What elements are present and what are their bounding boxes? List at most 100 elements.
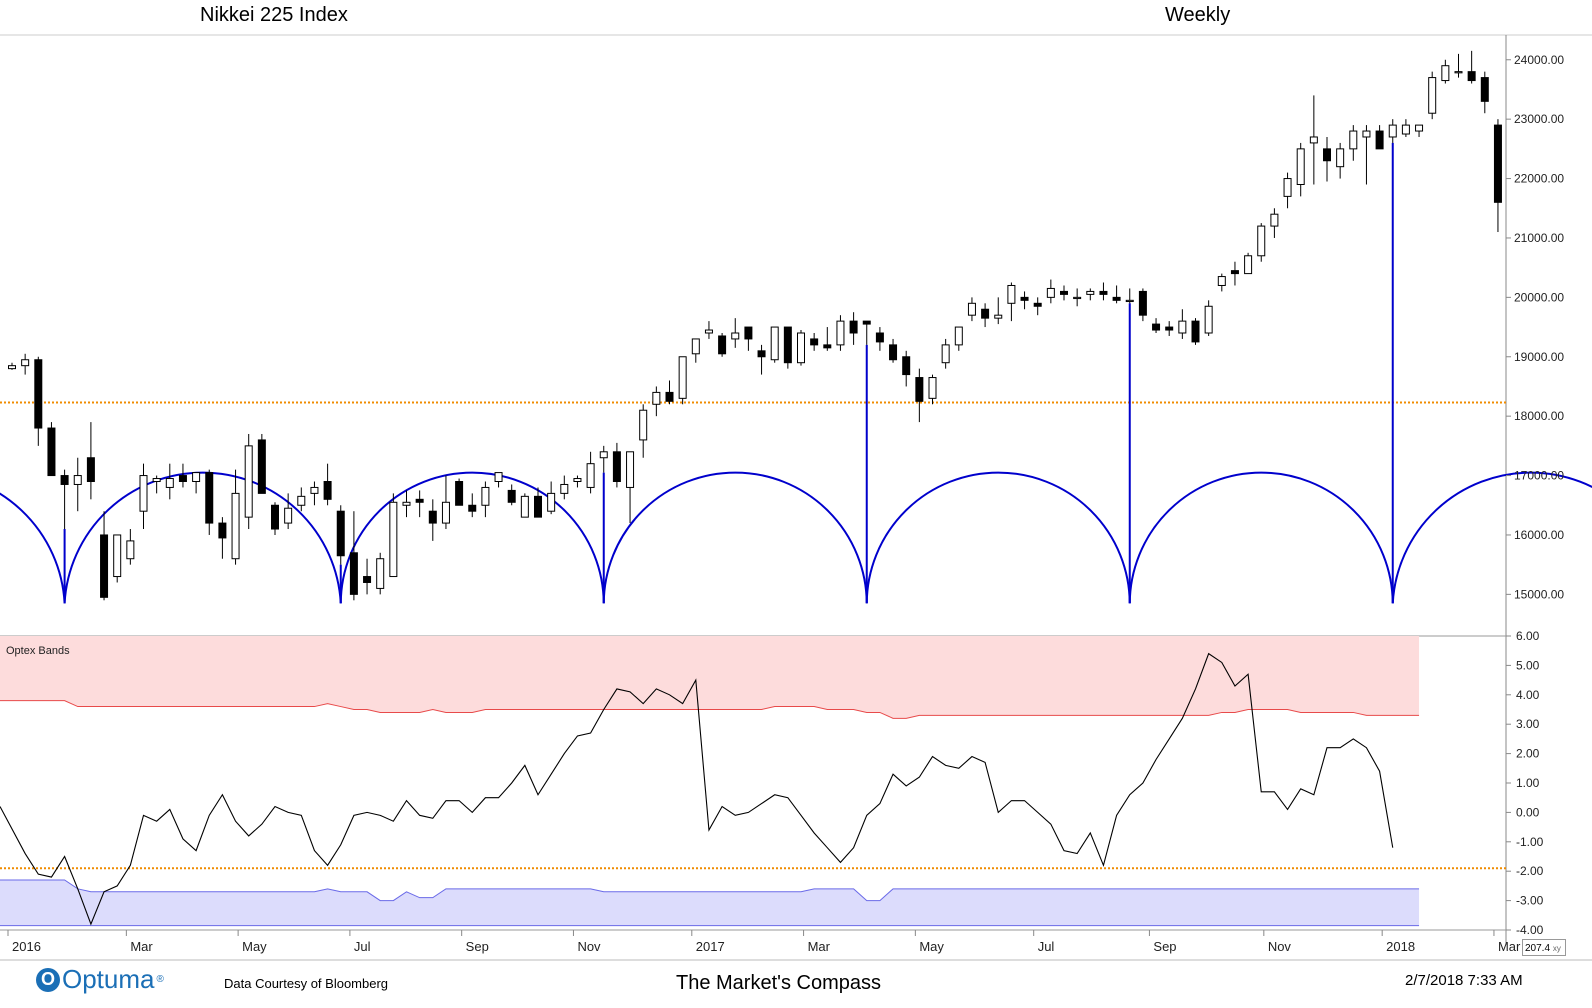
candle [86,422,95,500]
candle [875,327,884,351]
candle-body [363,576,372,583]
candle [47,422,56,477]
candle [1073,288,1082,307]
candle-body [731,332,740,340]
candle-body [1007,284,1016,304]
candle [178,463,187,488]
price-tick-label: 21000.00 [1514,231,1564,245]
time-tick-label: 2016 [12,939,41,954]
candle [244,433,253,530]
xy-readout-box[interactable]: 207.4 xy [1522,939,1566,956]
timestamp: 2/7/2018 7:33 AM [1405,972,1523,989]
candle-body [257,439,266,494]
candle-body [1283,178,1292,197]
candle [389,493,398,578]
candle-body [902,356,911,376]
oscillator-tick-label: -2.00 [1516,864,1544,878]
candle [665,380,674,405]
candle [560,475,569,500]
candle [731,318,740,348]
candle-body [770,326,779,361]
candle [297,487,306,512]
oscillator-tick-label: 5.00 [1516,658,1540,672]
cycle-arc [1128,471,1394,604]
price-tick-label: 16000.00 [1514,528,1564,542]
candle [376,552,385,595]
candle [60,469,69,530]
candle-body [573,478,582,482]
candle [534,487,542,518]
candle [757,344,766,375]
optuma-logo: O Optuma ® [36,964,164,995]
data-credit: Data Courtesy of Bloomberg [224,976,389,991]
candle-body [481,486,490,506]
candle [691,338,700,363]
candle [797,330,805,366]
candle-body [100,534,109,598]
candle [1217,273,1226,292]
time-tick-label: Nov [577,939,601,954]
candle [678,356,687,405]
candle [73,457,82,512]
cycle-arc [0,492,66,604]
candle [981,303,990,328]
price-pane [0,50,1592,604]
candle [8,362,16,370]
candle-body [441,501,450,524]
candle-body [1388,124,1397,138]
candle [310,481,319,506]
candle-body [271,504,279,530]
candle-body [1033,302,1042,307]
upper-band-line [0,700,1420,719]
candle-body [928,377,937,399]
candle [849,312,858,345]
candle-body [1323,148,1331,162]
candle [402,490,411,518]
cycle-arc [865,471,1131,604]
candle-body [704,329,713,334]
candle [915,368,924,423]
candle [1152,318,1161,333]
time-tick-label: Jul [1038,939,1055,954]
candle [455,478,464,506]
candle-body [21,359,30,367]
candle [612,442,621,488]
period-label: Weekly [1165,4,1231,26]
time-tick-label: Sep [466,939,489,954]
logo-registered-mark: ® [156,974,164,985]
candle-body [494,472,503,482]
candle [1244,252,1253,275]
candle-body [1493,124,1502,203]
candle-body [1217,276,1226,286]
candle-body [941,344,950,364]
candle [889,338,898,363]
oscillator-tick-label: -3.00 [1516,894,1544,908]
oscillator-tick-label: 1.00 [1516,776,1540,790]
candle [415,490,424,518]
time-tick-label: Sep [1153,939,1176,954]
candle-body [1401,124,1410,135]
candle-body [1309,136,1318,144]
candle [113,534,122,583]
candle-body [113,534,122,578]
candle-body [1152,323,1161,331]
candle-body [875,332,884,343]
oscillator-tick-label: 2.00 [1516,747,1540,761]
candle [744,326,753,351]
candle-body [652,391,661,405]
candle [349,511,358,601]
price-tick-label: 24000.00 [1514,53,1564,67]
candle [152,475,161,494]
candle-body [1204,305,1213,334]
candle [100,511,109,601]
candle [257,433,266,494]
candle-body [994,314,1003,319]
logo-text: Optuma [62,964,155,994]
candle-body [954,326,963,346]
price-tick-label: 22000.00 [1514,172,1564,186]
candle-body [205,472,214,524]
oscillator-tick-label: -4.00 [1516,923,1544,937]
candle [284,493,293,530]
candle-body [560,483,569,494]
